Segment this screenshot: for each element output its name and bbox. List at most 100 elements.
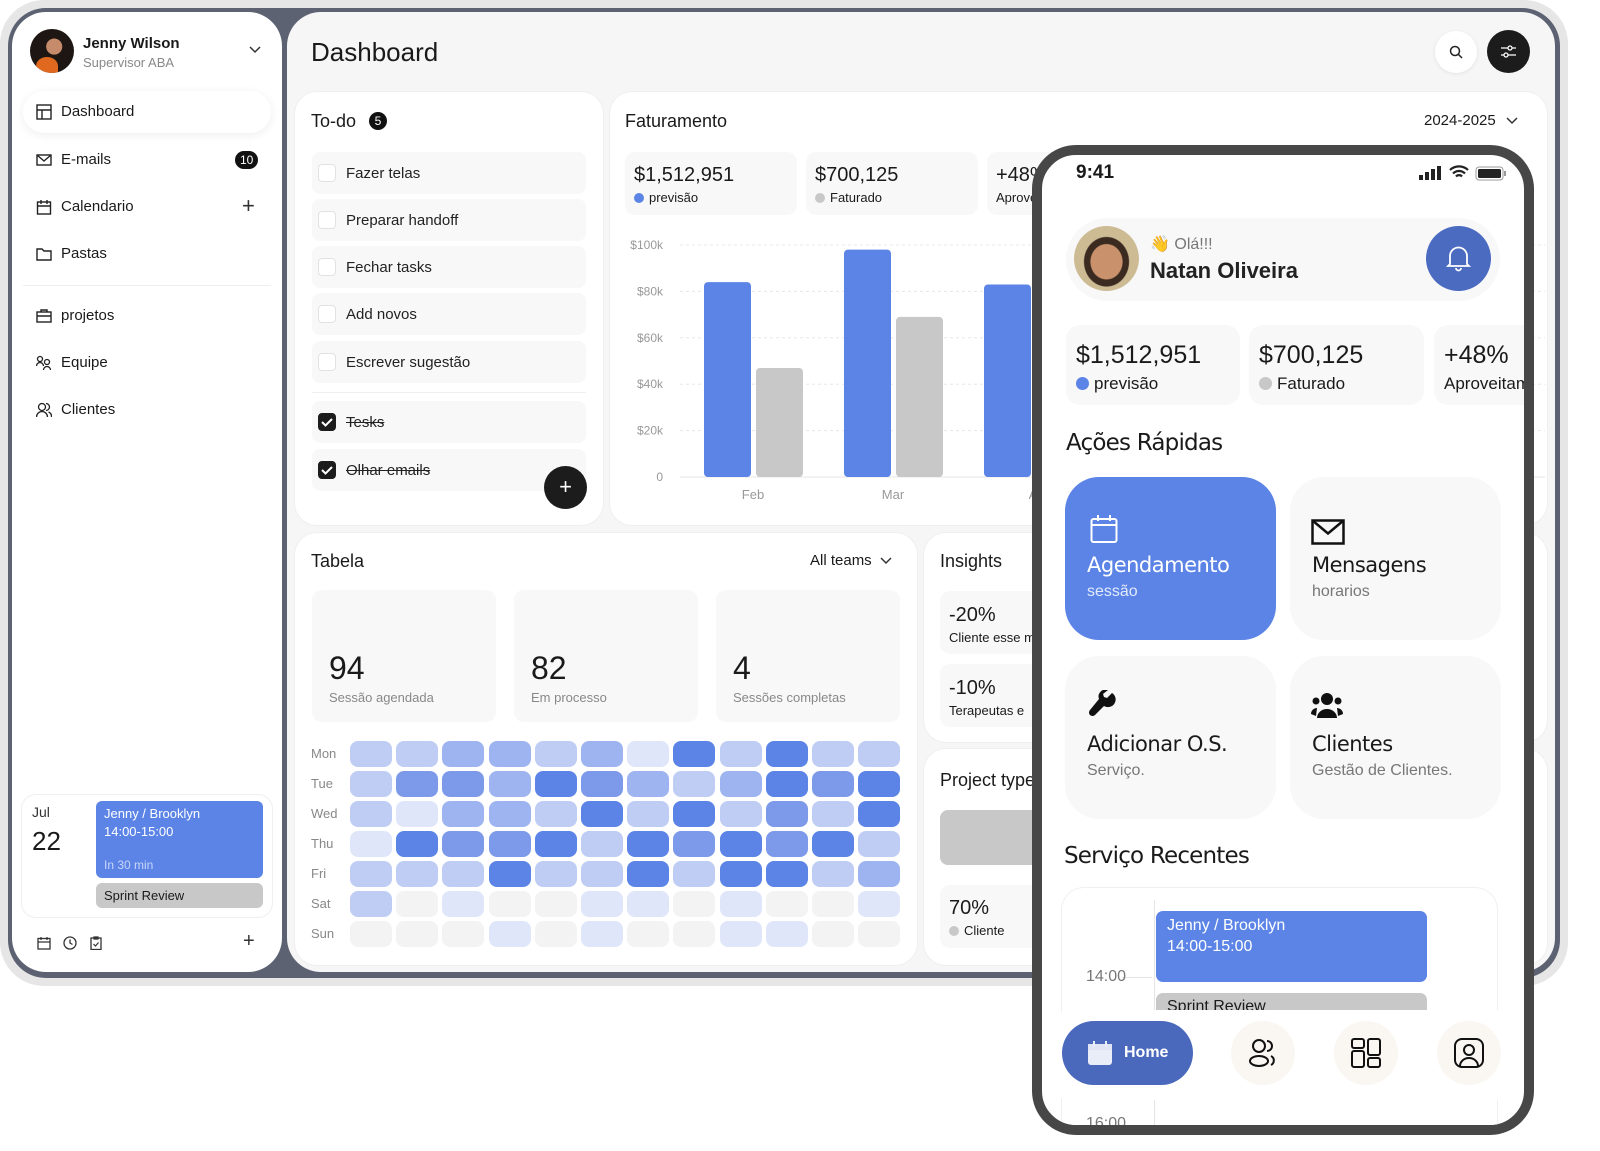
heatmap-cell: [396, 861, 439, 887]
nav-profile-button[interactable]: [1437, 1021, 1501, 1085]
event-day: 22: [32, 826, 61, 856]
sidebar-item-label: E-mails: [61, 151, 112, 168]
nav-home-button[interactable]: Home: [1062, 1021, 1193, 1085]
phone-stat-faturado: $700,125 Faturado: [1249, 325, 1424, 405]
clipboard-icon[interactable]: [89, 936, 103, 950]
chevron-down-icon[interactable]: [249, 46, 261, 54]
todo-label: Olhar emails: [346, 462, 431, 479]
calendar-icon[interactable]: [37, 936, 51, 950]
todo-item[interactable]: Fechar tasks: [312, 246, 586, 288]
sidebar-item-projetos[interactable]: projetos: [23, 295, 271, 337]
phone-avatar[interactable]: [1074, 226, 1139, 291]
heatmap-cell: [350, 891, 392, 917]
folder-icon: [36, 248, 52, 261]
stat-label-text: previsão: [649, 190, 699, 205]
heatmap-cell: [765, 831, 808, 857]
bell-icon: [1446, 246, 1471, 272]
todo-label: Fazer telas: [346, 165, 421, 182]
heatmap-cell: [396, 741, 439, 767]
todo-item[interactable]: Olhar emails: [312, 449, 586, 491]
heatmap-cell: [719, 771, 762, 797]
clock-icon[interactable]: [63, 936, 77, 950]
teams-dropdown[interactable]: All teams: [810, 552, 892, 569]
heatmap-cell: [765, 801, 808, 827]
todo-item[interactable]: Tesks: [312, 401, 586, 443]
tile-mensagens[interactable]: Mensagens horarios: [1290, 477, 1501, 640]
stat-label: Sessão agendada: [329, 690, 434, 705]
heatmap-cell: [719, 831, 762, 857]
search-button[interactable]: [1435, 31, 1477, 73]
profile-icon: [1454, 1038, 1484, 1068]
heatmap-cell: [719, 921, 762, 947]
todo-checkbox[interactable]: [318, 258, 336, 276]
todo-item[interactable]: Add novos: [312, 293, 586, 335]
calendar-icon: [1090, 515, 1118, 543]
legend-dot: [1259, 377, 1272, 390]
add-todo-button[interactable]: +: [544, 466, 587, 509]
tile-subtitle: Gestão de Clientes.: [1312, 762, 1453, 779]
phone-stat-aproveitamento: +48% Aproveitamento: [1434, 325, 1524, 405]
grid-icon: [1351, 1038, 1381, 1068]
todo-checkbox[interactable]: [318, 353, 336, 371]
heatmap-cell: [765, 741, 808, 767]
bar-faturado-mar: [896, 316, 943, 477]
sidebar-item-pastas[interactable]: Pastas: [23, 233, 271, 275]
stat-label-text: Faturado: [830, 190, 883, 205]
todo-checkbox[interactable]: [318, 305, 336, 323]
heatmap-cell: [534, 801, 577, 827]
legend-dot: [815, 193, 825, 203]
nav-grid-button[interactable]: [1334, 1021, 1398, 1085]
todo-checkbox[interactable]: [318, 413, 336, 431]
bar-previsão-mar: [844, 249, 891, 477]
email-count-badge: 10: [235, 151, 259, 169]
next-event-title: Sprint Review: [104, 888, 185, 903]
sliders-icon: [1501, 45, 1516, 58]
signal-icon: [1419, 166, 1441, 180]
add-calendar-icon[interactable]: +: [242, 193, 255, 218]
sidebar-item-calendario[interactable]: Calendario +: [23, 186, 271, 228]
sidebar-item-equipe[interactable]: Equipe: [23, 342, 271, 384]
heatmap-cell: [581, 921, 623, 947]
briefcase-icon: [36, 309, 52, 323]
tabela-stat: 4 Sessões completas: [716, 590, 900, 722]
period-value: 2024-2025: [1424, 112, 1496, 129]
todo-divider: [312, 392, 586, 393]
sidebar-item-clientes[interactable]: Clientes: [23, 389, 271, 431]
stat-label: previsão: [1076, 374, 1158, 394]
todo-item[interactable]: Preparar handoff: [312, 199, 586, 241]
sidebar-item-emails[interactable]: E-mails 10: [23, 139, 271, 181]
filter-button[interactable]: [1487, 30, 1530, 73]
next-event-block[interactable]: [96, 883, 263, 908]
sidebar-item-label: Equipe: [61, 354, 108, 371]
period-dropdown[interactable]: 2024-2025: [1424, 112, 1518, 129]
todo-checkbox[interactable]: [318, 211, 336, 229]
tile-agendamento[interactable]: Agendamento sessão: [1065, 477, 1276, 640]
todo-label: Add novos: [346, 306, 417, 323]
heatmap-cell: [581, 861, 623, 887]
insight-label: Terapeutas e: [949, 703, 1025, 718]
sidebar-item-dashboard[interactable]: Dashboard: [23, 91, 271, 133]
phone-stat-previsao: $1,512,951 previsão: [1066, 325, 1240, 405]
notifications-button[interactable]: [1426, 226, 1491, 291]
project-label: Cliente: [949, 923, 1004, 938]
heatmap-cell: [581, 741, 623, 767]
event-block[interactable]: [96, 801, 263, 878]
heatmap-cell: [765, 891, 808, 917]
avatar[interactable]: [30, 29, 74, 73]
todo-item[interactable]: Fazer telas: [312, 152, 586, 194]
heatmap-cell: [627, 741, 670, 767]
timeline-hour: 14:00: [1086, 968, 1127, 985]
nav-team-button[interactable]: [1231, 1021, 1295, 1085]
tile-clientes[interactable]: Clientes Gestão de Clientes.: [1290, 656, 1501, 819]
heatmap-cell: [858, 831, 901, 857]
add-icon[interactable]: +: [243, 930, 255, 952]
todo-checkbox[interactable]: [318, 461, 336, 479]
users-icon: [36, 402, 52, 418]
tile-adicionar-os[interactable]: Adicionar O.S. Serviço.: [1065, 656, 1276, 819]
chevron-down-icon: [880, 557, 892, 565]
stat-label: Faturado: [1259, 374, 1345, 394]
todo-checkbox[interactable]: [318, 164, 336, 182]
todo-item[interactable]: Escrever sugestão: [312, 341, 586, 383]
wrench-icon: [1088, 690, 1116, 717]
timeline-event[interactable]: [1156, 911, 1427, 982]
